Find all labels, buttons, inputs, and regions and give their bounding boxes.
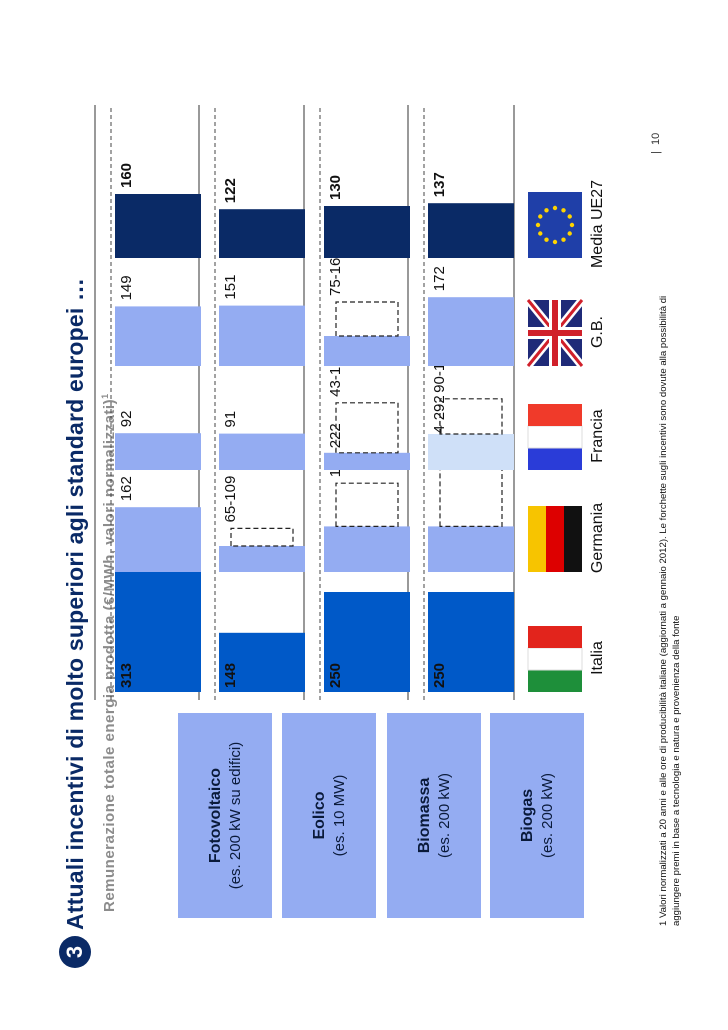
country-label: G.B. [589, 316, 606, 348]
italy-flag-red [528, 626, 582, 648]
eu-star [552, 239, 558, 245]
country-label: Francia [589, 409, 606, 462]
value-label: 149 [118, 275, 135, 300]
eu-star [544, 237, 549, 242]
bar-g-b- [219, 305, 305, 366]
footnote-line-2: aggiungere premi in base a tecnologia e … [671, 615, 682, 926]
value-label: 65-109 [222, 476, 239, 523]
eu-star [552, 205, 558, 211]
range-box [335, 402, 399, 454]
bar-francia [219, 433, 305, 470]
country-label: Germania [589, 503, 606, 573]
eu-star [538, 214, 543, 219]
italy-flag-white [527, 647, 583, 671]
bar-francia [324, 452, 410, 470]
page-number: | 10 [650, 132, 662, 154]
country-label: Italia [589, 641, 606, 675]
range-box [439, 398, 503, 435]
value-label: 122 [222, 178, 239, 203]
value-label: 151 [222, 275, 239, 300]
bar-germania [324, 526, 410, 572]
bar-g-b- [428, 297, 514, 366]
value-label: 172 [431, 266, 448, 291]
france-flag-white [527, 425, 583, 449]
range-box [335, 301, 399, 337]
range-box [230, 527, 294, 547]
range-box [439, 454, 503, 527]
value-label: 250 [327, 663, 344, 688]
row-fotovoltaico: 313 162 92 149 160 [110, 105, 201, 700]
bar-germania [219, 546, 305, 572]
eu-star [569, 222, 575, 228]
italy-flag-icon [528, 670, 582, 692]
footnote-line-1: 1 Valori normalizzati a 20 anni e alle o… [658, 295, 669, 926]
value-label: 137 [431, 172, 448, 197]
france-flag-red [528, 404, 582, 426]
value-label: 130 [327, 175, 344, 200]
eu-star [561, 237, 566, 242]
eu-star [538, 231, 543, 236]
bar-francia [115, 433, 201, 470]
range-box [335, 482, 399, 527]
germany-flag-red [546, 506, 564, 572]
bar-francia [428, 434, 514, 470]
value-label: 148 [222, 663, 239, 688]
flags: Italia Germania Francia G.B. Media UE27 [524, 180, 606, 692]
bar-italia [428, 592, 514, 692]
bar-g-b- [115, 306, 201, 366]
bar-media-ue27 [324, 206, 410, 258]
eu-star [544, 208, 549, 213]
eu-star [567, 231, 572, 236]
value-label: 160 [118, 163, 135, 188]
page-number-value: 10 [650, 132, 662, 146]
bar-media-ue27 [428, 203, 514, 258]
country-label: Media UE27 [589, 180, 606, 268]
row-eolico: 148 65-109 91 151 122 [214, 105, 305, 700]
germany-flag-black [564, 506, 582, 572]
bar-media-ue27 [115, 194, 201, 258]
eu-star [535, 222, 541, 228]
eu-star [561, 208, 566, 213]
value-label: 92 [118, 411, 135, 428]
bar-italia [219, 632, 305, 692]
bar-italia [324, 592, 410, 692]
bar-media-ue27 [219, 209, 305, 258]
value-label: 91 [222, 411, 239, 428]
value-label: 250 [431, 663, 448, 688]
germany-flag-icon [528, 506, 546, 572]
bar-g-b- [324, 336, 410, 366]
bar-italia [115, 566, 201, 692]
eu-flag-icon [528, 192, 582, 258]
value-label: 313 [118, 663, 135, 688]
value-label: 162 [118, 476, 135, 501]
bar-germania [115, 507, 201, 572]
eu-star [567, 214, 572, 219]
value-label: 75-160 [327, 249, 344, 296]
france-flag-icon [528, 448, 582, 470]
uk-flag-cross-red [552, 300, 558, 366]
bar-germania [428, 526, 514, 572]
